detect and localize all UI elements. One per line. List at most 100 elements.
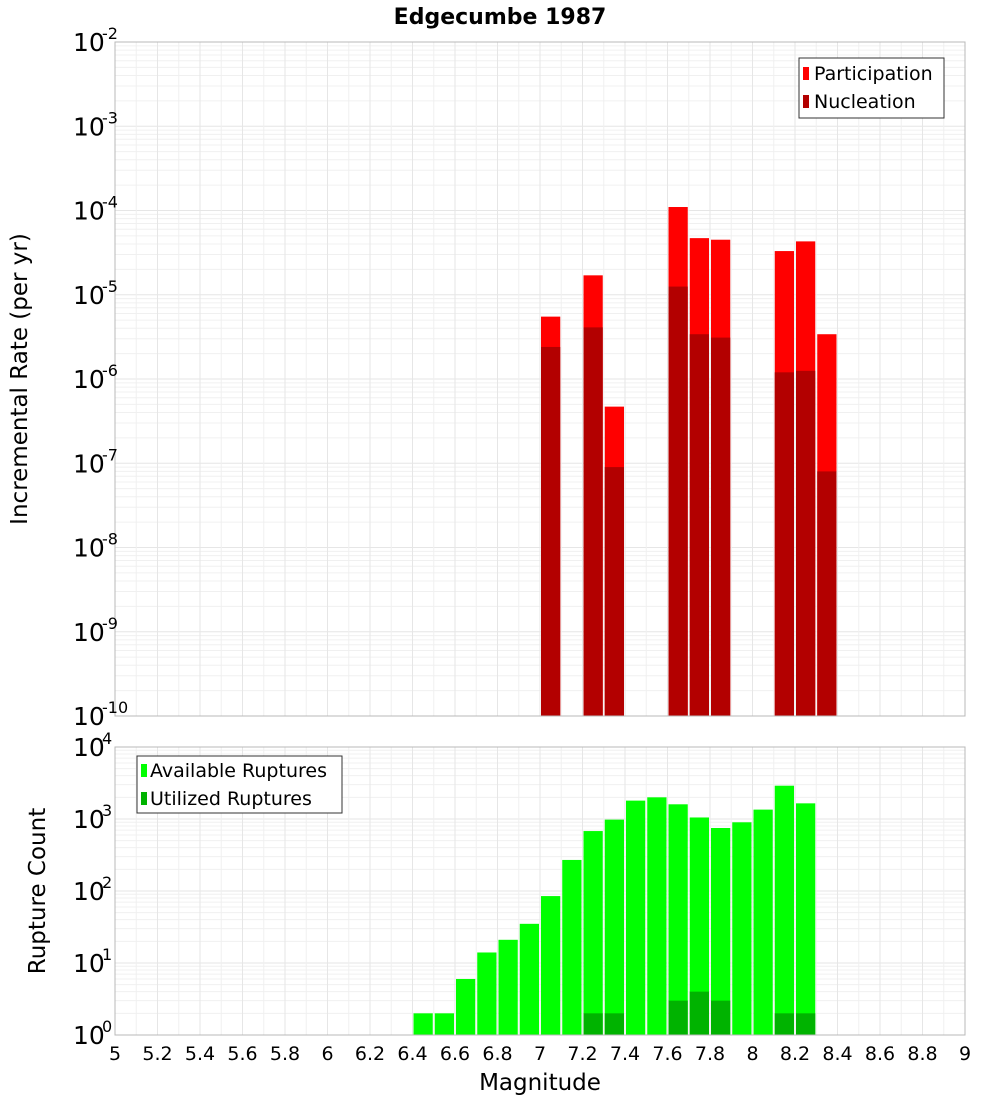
y-tick-exponent: -4 [102, 193, 118, 212]
x-tick-label: 8.8 [907, 1043, 937, 1065]
y-tick-exponent: -3 [102, 108, 118, 127]
bar-nucleation [604, 467, 624, 716]
x-tick-label: 7.4 [610, 1043, 640, 1065]
bottom-gridlines [114, 746, 966, 1036]
top-y-axis-label: Incremental Rate (per yr) [7, 233, 33, 525]
bar-nucleation [668, 286, 688, 716]
y-tick-exponent: -6 [102, 361, 118, 380]
y-tick-label: 10 [73, 534, 105, 563]
bar-nucleation [711, 337, 731, 716]
y-tick-label: 10 [73, 805, 105, 834]
y-tick-label: 10 [73, 949, 105, 978]
bar-utilized-ruptures [689, 991, 709, 1035]
y-tick-exponent: -7 [102, 445, 118, 464]
legend-swatch-participation [803, 67, 809, 80]
bar-nucleation [541, 346, 561, 716]
bar-available-ruptures [604, 819, 624, 1035]
top-legend-box [798, 57, 945, 119]
legend-swatch-nucleation [803, 95, 809, 108]
top-gridlines [114, 41, 966, 717]
x-tick-label: 6.8 [482, 1043, 512, 1065]
bottom-x-tick-labels: 5 5.2 5.4 5.6 5.8 6 6.2 6.4 6.6 6.8 7 7.2 7.4 7.6 7.8 8… [109, 1043, 971, 1065]
bar-nucleation [774, 372, 794, 716]
bar-available-ruptures [583, 831, 603, 1035]
x-tick-label: 6 [321, 1043, 333, 1065]
bottom-legend-box [136, 755, 343, 814]
bar-available-ruptures [477, 952, 497, 1035]
bar-utilized-ruptures [796, 1013, 816, 1035]
x-tick-label: 7.8 [695, 1043, 725, 1065]
x-tick-label: 8 [746, 1043, 758, 1065]
bar-available-ruptures [434, 1013, 454, 1035]
y-tick-label: 10 [73, 281, 105, 310]
bar-available-ruptures [796, 803, 816, 1035]
legend-label-participation: Participation [814, 63, 933, 85]
y-tick-label: 10 [73, 702, 105, 731]
x-tick-label: 5.4 [185, 1043, 215, 1065]
y-tick-exponent: 4 [102, 729, 112, 748]
y-tick-exponent: 0 [102, 1017, 112, 1036]
bar-available-ruptures [456, 978, 476, 1035]
bar-utilized-ruptures [711, 1000, 731, 1035]
x-tick-label: 6.4 [397, 1043, 427, 1065]
y-tick-label: 10 [73, 449, 105, 478]
top-bars [541, 207, 837, 717]
bar-available-ruptures [774, 785, 794, 1035]
bar-utilized-ruptures [583, 1013, 603, 1035]
legend-label-available-ruptures: Available Ruptures [150, 760, 327, 782]
y-tick-label: 10 [73, 112, 105, 141]
y-tick-label: 10 [73, 1021, 105, 1050]
bar-utilized-ruptures [668, 1000, 688, 1035]
bottom-bars [413, 785, 816, 1035]
bar-available-ruptures [668, 804, 688, 1035]
bar-available-ruptures [498, 939, 518, 1035]
y-tick-label: 10 [73, 733, 105, 762]
x-tick-label: 6.2 [355, 1043, 385, 1065]
bar-available-ruptures [732, 822, 752, 1035]
y-tick-exponent: 3 [102, 801, 112, 820]
x-tick-label: 5.8 [270, 1043, 300, 1065]
bar-available-ruptures [647, 797, 667, 1035]
x-tick-label: 5.6 [227, 1043, 257, 1065]
x-tick-label: 9 [959, 1043, 971, 1065]
bar-nucleation [583, 327, 603, 716]
top-plot-frame [114, 41, 966, 717]
bar-nucleation [817, 471, 837, 716]
legend-swatch-available-ruptures [141, 764, 147, 777]
bar-available-ruptures [541, 896, 561, 1035]
bar-available-ruptures [753, 809, 773, 1035]
chart-title: Edgecumbe 1987 [394, 5, 607, 30]
y-tick-exponent: -8 [102, 530, 118, 549]
y-tick-exponent: -5 [102, 277, 118, 296]
bottom-y-axis-label: Rupture Count [25, 808, 51, 974]
x-tick-label: 5 [109, 1043, 121, 1065]
bar-available-ruptures [413, 1013, 433, 1035]
bar-utilized-ruptures [774, 1013, 794, 1035]
y-tick-label: 10 [73, 365, 105, 394]
x-tick-label: 8.2 [780, 1043, 810, 1065]
x-tick-label: 8.4 [822, 1043, 852, 1065]
bottom-legend: Available Ruptures Utilized Ruptures [136, 755, 343, 814]
y-tick-exponent: -10 [102, 698, 128, 717]
x-tick-label: 5.2 [142, 1043, 172, 1065]
y-tick-label: 10 [73, 877, 105, 906]
x-tick-label: 7.2 [567, 1043, 597, 1065]
bar-nucleation [689, 334, 709, 716]
y-tick-label: 10 [73, 28, 105, 57]
bar-available-ruptures [711, 827, 731, 1035]
legend-label-utilized-ruptures: Utilized Ruptures [150, 788, 312, 810]
bar-available-ruptures [689, 817, 709, 1035]
x-tick-label: 6.6 [440, 1043, 470, 1065]
bar-available-ruptures [562, 859, 582, 1035]
bottom-plot-frame [114, 746, 966, 1036]
y-tick-exponent: 2 [102, 873, 112, 892]
y-tick-exponent: -9 [102, 614, 118, 633]
legend-label-nucleation: Nucleation [814, 91, 916, 113]
y-tick-exponent: -2 [102, 24, 118, 43]
y-tick-exponent: 1 [102, 945, 112, 964]
